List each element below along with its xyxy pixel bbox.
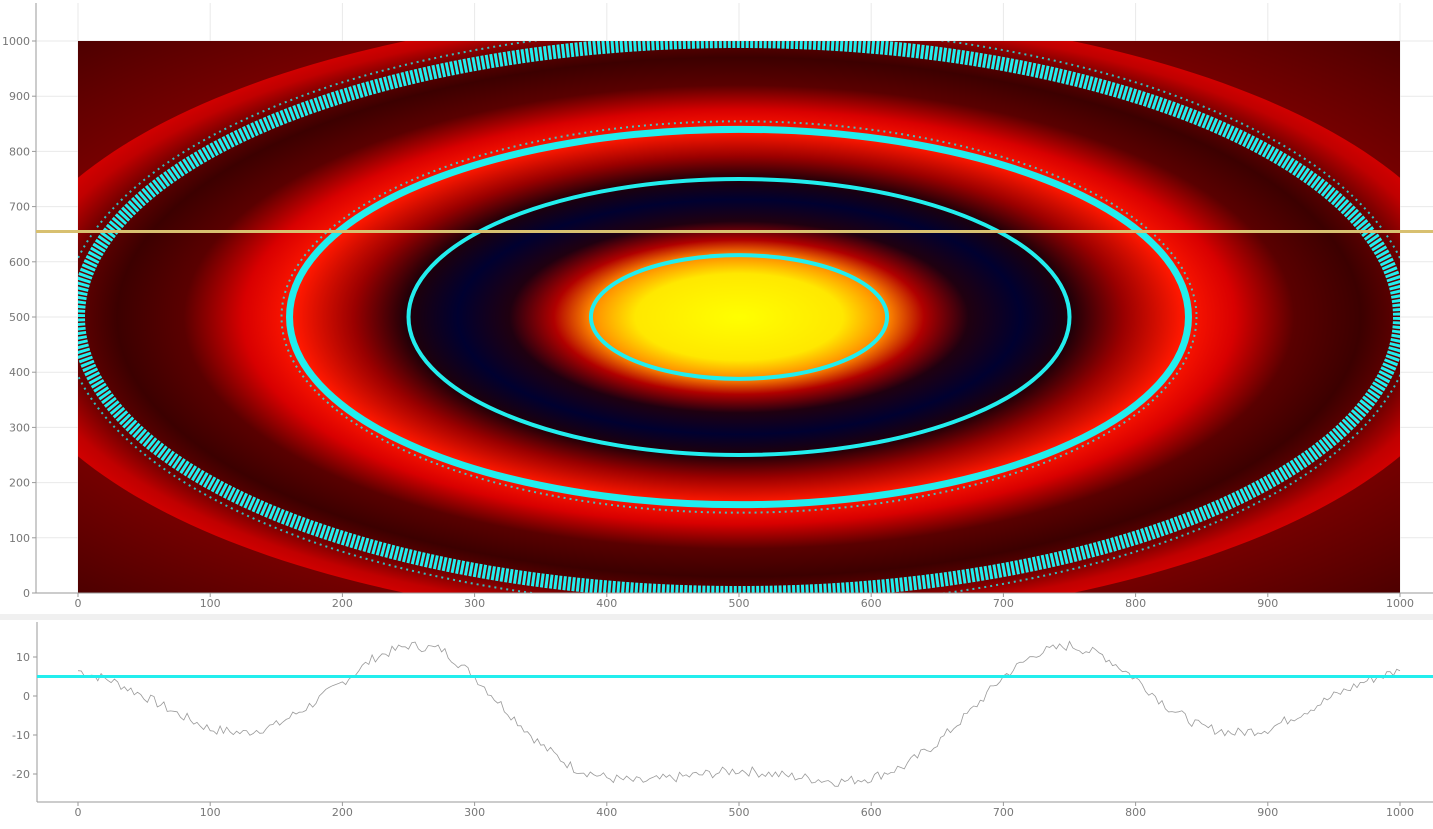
heatmap-x-tick-label: 200 xyxy=(332,597,353,610)
heatmap-x-tick-label: 300 xyxy=(464,597,485,610)
heatmap-y-tick-label: 500 xyxy=(9,311,30,324)
heatmap-x-tick-label: 700 xyxy=(993,597,1014,610)
heatmap-x-tick-label: 0 xyxy=(75,597,82,610)
heatmap-y-tick-label: 900 xyxy=(9,90,30,103)
profile-panel[interactable]: 0 100 200 300 400 500 600 700 800 900 1000 -20 -10 0 1… xyxy=(0,620,1433,825)
profile-x-tick-label: 900 xyxy=(1257,806,1278,819)
profile-x-tick-label: 800 xyxy=(1125,806,1146,819)
profile-trace xyxy=(77,640,1401,787)
contour-ring-3 xyxy=(286,125,1192,509)
profile-y-tick-label: -10 xyxy=(12,729,30,742)
heatmap-x-tick-label: 1000 xyxy=(1386,597,1414,610)
heatmap-chart[interactable]: 0 100 200 300 400 500 600 700 800 900 1000 0 100 200 3… xyxy=(0,0,1433,614)
profile-y-tick-label: -20 xyxy=(12,768,30,781)
heatmap-y-tick-label: 0 xyxy=(23,587,30,600)
heatmap-x-tick-label: 100 xyxy=(200,597,221,610)
heatmap-y-tick-label: 100 xyxy=(9,532,30,545)
profile-y-tick-label: 10 xyxy=(16,651,30,664)
profile-x-tick-label: 0 xyxy=(75,806,82,819)
heatmap-x-tick-label: 800 xyxy=(1125,597,1146,610)
heatmap-y-tick-label: 300 xyxy=(9,421,30,434)
contour-ring-2 xyxy=(406,177,1072,457)
heatmap-x-tick-label: 500 xyxy=(729,597,750,610)
heatmap-x-tick-label: 600 xyxy=(861,597,882,610)
profile-x-tick-label: 1000 xyxy=(1386,806,1414,819)
profile-x-tick-label: 300 xyxy=(464,806,485,819)
profile-x-tick-label: 600 xyxy=(861,806,882,819)
contour-ring-1 xyxy=(588,253,890,381)
heatmap-y-tick-label: 1000 xyxy=(2,35,30,48)
heatmap-x-tick-label: 400 xyxy=(596,597,617,610)
heatmap-y-tick-label: 600 xyxy=(9,256,30,269)
profile-x-tick-label: 100 xyxy=(200,806,221,819)
heatmap-y-tick-label: 400 xyxy=(9,366,30,379)
profile-x-tick-label: 500 xyxy=(729,806,750,819)
profile-x-tick-label: 400 xyxy=(596,806,617,819)
heatmap-x-tick-label: 900 xyxy=(1257,597,1278,610)
profile-x-tick-label: 700 xyxy=(993,806,1014,819)
heatmap-y-tick-label: 700 xyxy=(9,201,30,214)
heatmap-intensity-field xyxy=(78,41,1400,593)
contour-ring-noise-3 xyxy=(280,120,1198,514)
profile-chart[interactable]: 0 100 200 300 400 500 600 700 800 900 1000 -20 -10 0 1… xyxy=(0,620,1433,825)
profile-x-tick-label: 200 xyxy=(332,806,353,819)
profile-y-tick-label: 0 xyxy=(23,690,30,703)
heatmap-y-tick-label: 800 xyxy=(9,145,30,158)
panel-separator xyxy=(0,614,1433,620)
heatmap-y-tick-label: 200 xyxy=(9,477,30,490)
heatmap-panel[interactable]: 0 100 200 300 400 500 600 700 800 900 1000 0 100 200 3… xyxy=(0,0,1433,614)
